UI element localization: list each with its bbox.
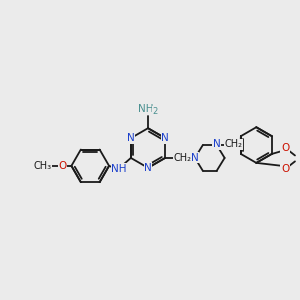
Text: CH₂: CH₂	[224, 139, 242, 149]
Text: N: N	[161, 133, 169, 143]
Text: 2: 2	[152, 107, 158, 116]
Text: O: O	[58, 161, 67, 171]
Text: O: O	[281, 143, 289, 153]
Text: NH: NH	[111, 164, 127, 174]
Text: CH₂: CH₂	[173, 153, 191, 163]
Text: NH: NH	[138, 104, 154, 114]
Text: N: N	[213, 139, 220, 149]
Text: O: O	[281, 164, 289, 174]
Text: N: N	[144, 163, 152, 173]
Text: N: N	[127, 133, 135, 143]
Text: N: N	[191, 153, 199, 163]
Text: CH₃: CH₃	[34, 161, 52, 171]
